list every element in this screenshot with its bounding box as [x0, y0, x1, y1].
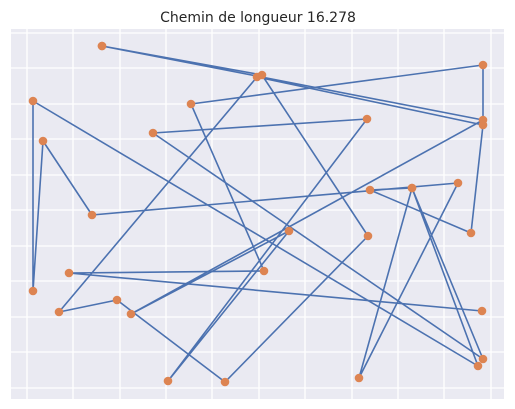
data-point-28	[186, 99, 196, 109]
data-point-19	[478, 354, 488, 364]
data-point-6	[252, 72, 262, 82]
plot-area	[11, 29, 504, 399]
data-point-11	[473, 361, 483, 371]
data-point-2	[363, 231, 373, 241]
data-point-24	[126, 309, 136, 319]
chart-title: Chemin de longueur 16.278	[160, 10, 356, 26]
data-point-20	[148, 128, 158, 138]
data-point-9	[365, 185, 375, 195]
data-point-8	[466, 228, 476, 238]
data-point-13	[28, 286, 38, 296]
data-point-26	[97, 41, 107, 51]
data-point-21	[362, 114, 372, 124]
data-point-15	[87, 210, 97, 220]
data-point-5	[54, 307, 64, 317]
data-point-30	[64, 268, 74, 278]
data-point-27	[478, 60, 488, 70]
data-point-29	[259, 266, 269, 276]
data-point-18	[407, 183, 417, 193]
data-point-17	[354, 373, 364, 383]
data-point-23	[284, 226, 294, 236]
data-point-31	[477, 306, 487, 316]
data-point-4	[112, 295, 122, 305]
data-point-3	[220, 377, 230, 387]
grid	[11, 29, 504, 399]
path-markers	[28, 41, 488, 387]
data-point-12	[28, 96, 38, 106]
data-point-25	[478, 115, 488, 125]
data-point-14	[38, 136, 48, 146]
data-point-22	[163, 376, 173, 386]
data-point-16	[453, 178, 463, 188]
